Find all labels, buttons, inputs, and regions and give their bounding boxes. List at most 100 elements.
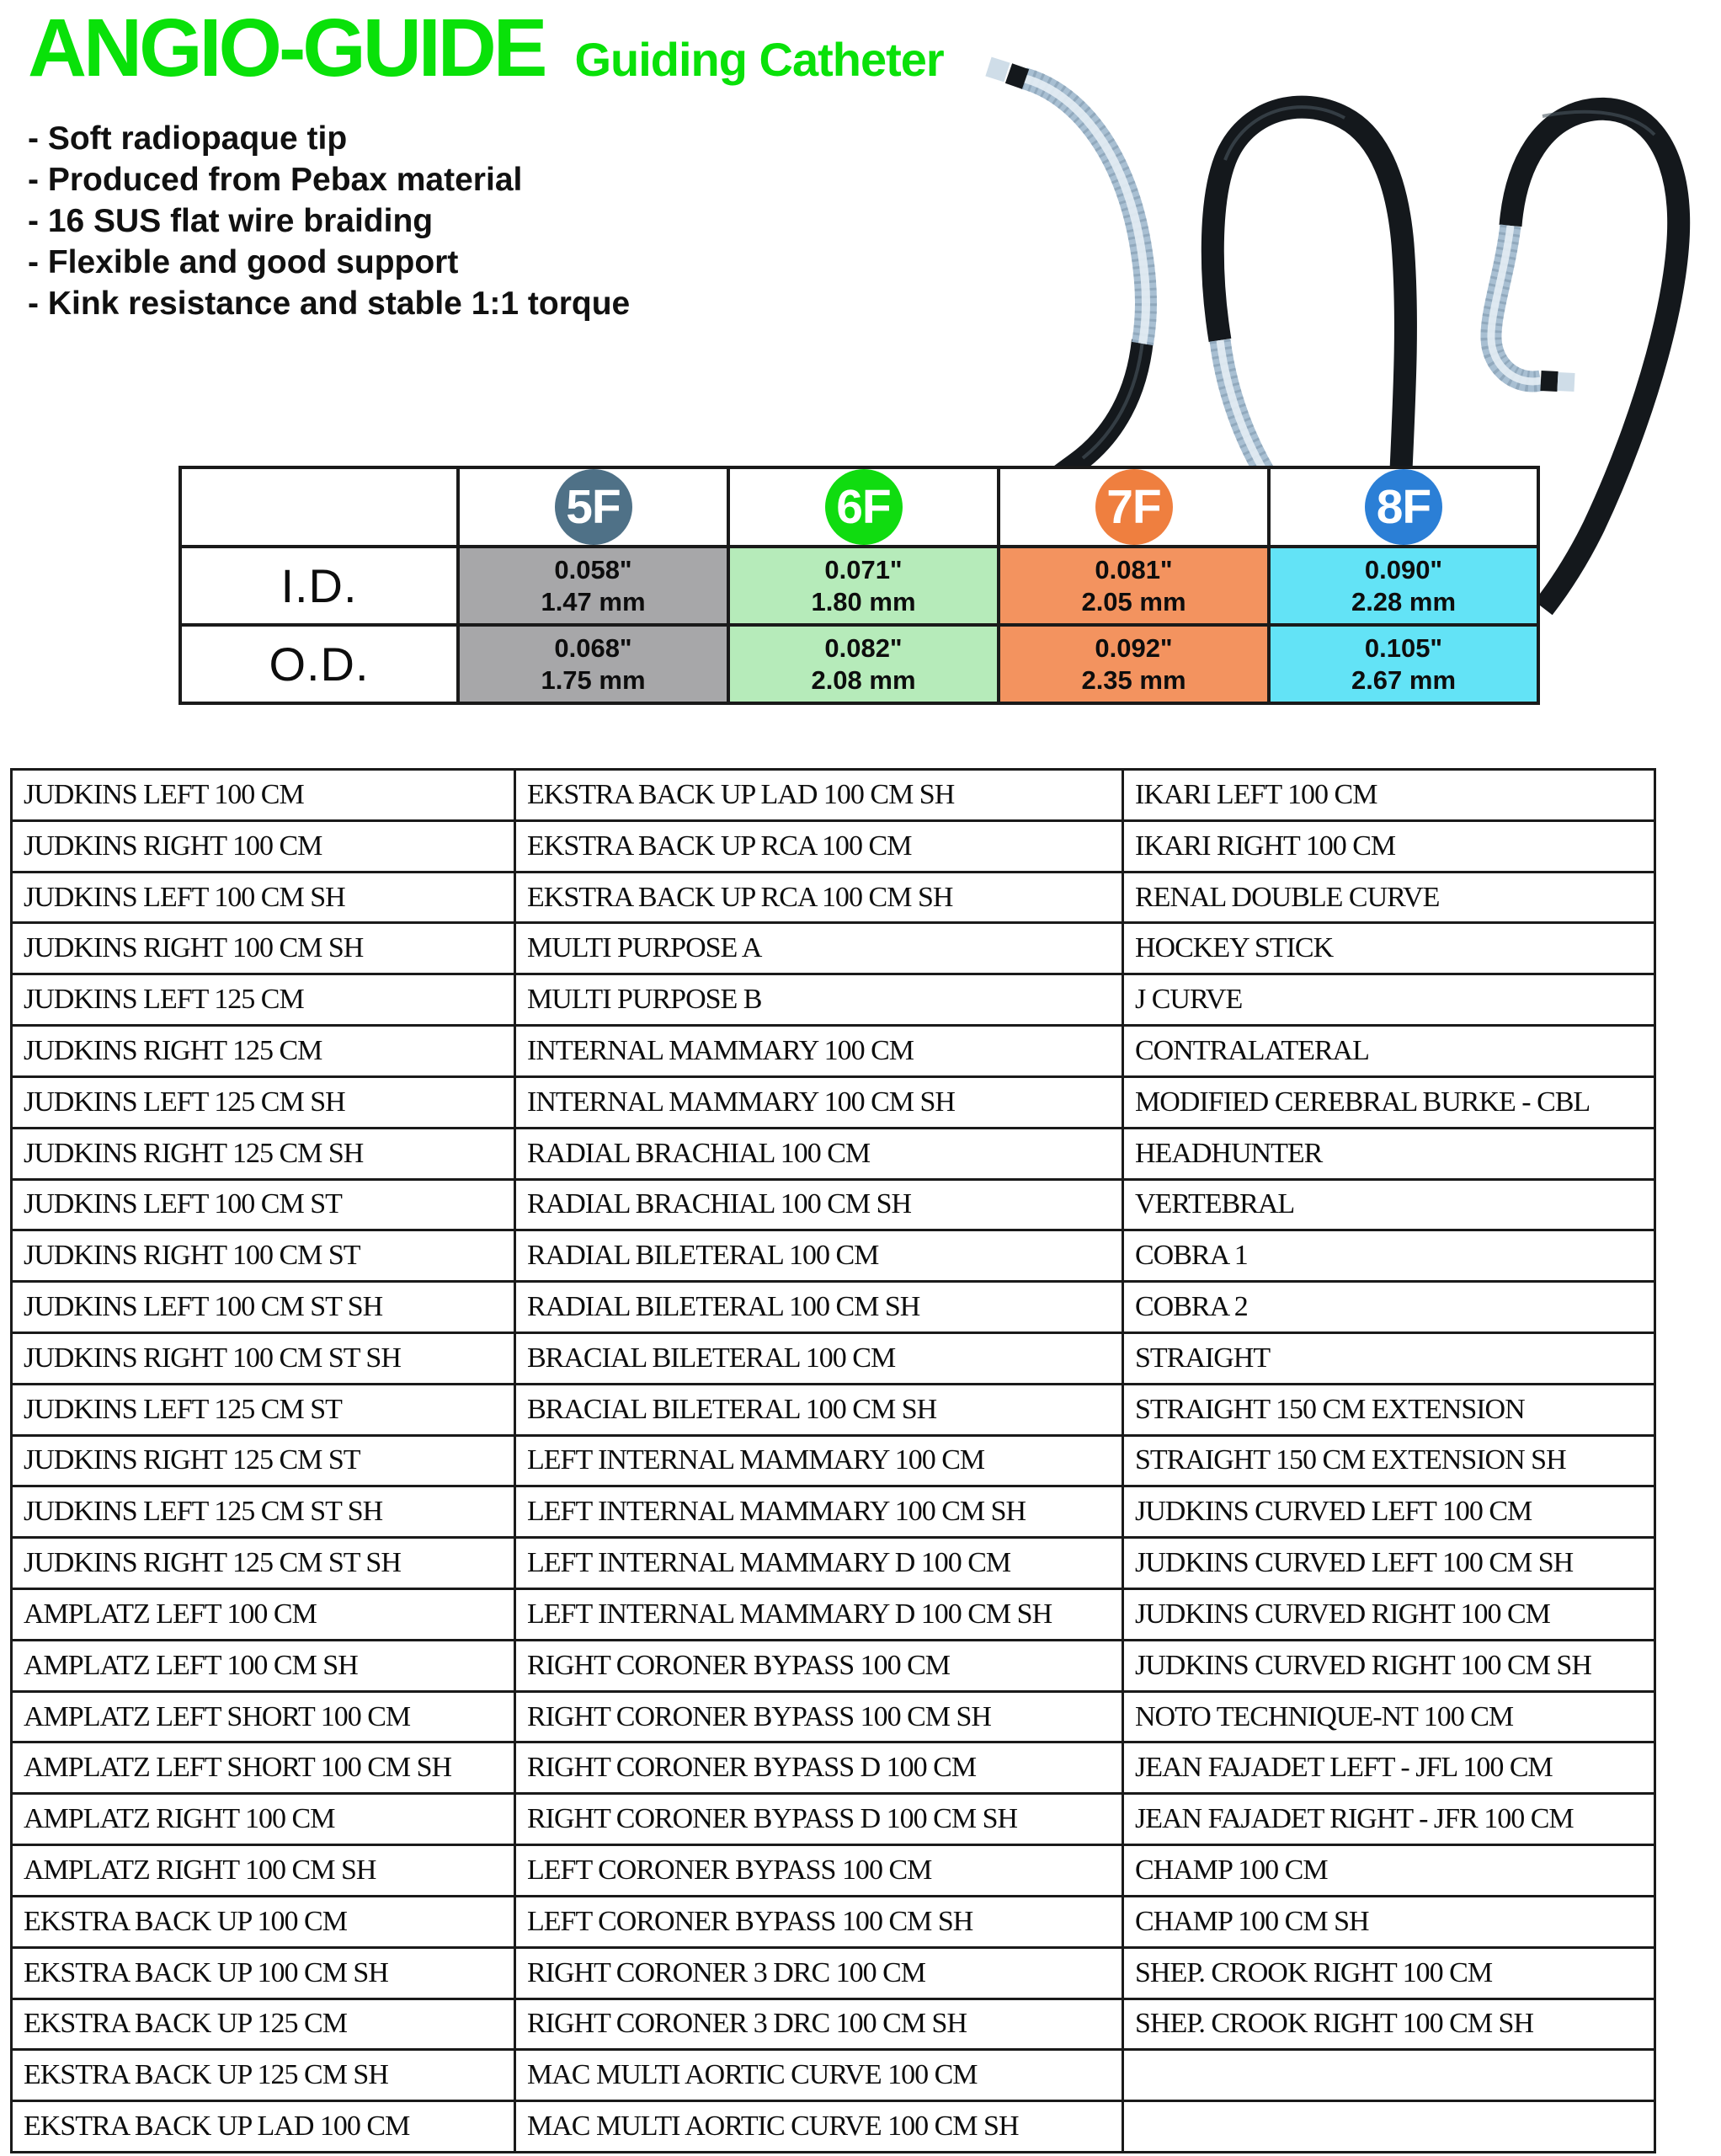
catalog-cell: VERTEBRAL: [1124, 1180, 1654, 1230]
catalog-cell: EKSTRA BACK UP LAD 100 CM SH: [516, 771, 1122, 819]
id-value-8f-inch: 0.090": [1364, 554, 1443, 584]
catalog-cell: AMPLATZ RIGHT 100 CM SH: [13, 1846, 514, 1895]
catalog-cell: LEFT INTERNAL MAMMARY D 100 CM SH: [516, 1590, 1122, 1639]
size-header-5f: 5F: [460, 469, 727, 545]
catheter-catalog-table: JUDKINS LEFT 100 CM EKSTRA BACK UP LAD 10…: [10, 768, 1656, 2153]
catalog-cell: AMPLATZ LEFT SHORT 100 CM: [13, 1692, 514, 1742]
catalog-cell: AMPLATZ RIGHT 100 CM: [13, 1795, 514, 1844]
size-badge-5f: 5F: [554, 469, 632, 545]
catalog-cell: NOTO TECHNIQUE-NT 100 CM: [1124, 1692, 1654, 1742]
od-value-5f-mm: 1.75 mm: [541, 664, 646, 695]
od-value-5f-inch: 0.068": [554, 632, 632, 663]
od-cell-6f: 0.082" 2.08 mm: [730, 627, 997, 702]
catalog-cell: SHEP. CROOK RIGHT 100 CM: [1124, 1948, 1654, 1998]
size-badge-7f: 7F: [1095, 469, 1173, 545]
catalog-cell: LEFT INTERNAL MAMMARY 100 CM SH: [516, 1487, 1122, 1537]
catalog-cell: STRAIGHT 150 CM EXTENSION: [1124, 1385, 1654, 1434]
catalog-cell: BRACIAL BILETERAL 100 CM: [516, 1333, 1122, 1383]
catalog-cell: IKARI RIGHT 100 CM: [1124, 821, 1654, 871]
catalog-cell: JUDKINS RIGHT 100 CM ST: [13, 1231, 514, 1281]
catalog-cell: RIGHT CORONER 3 DRC 100 CM SH: [516, 1999, 1122, 2049]
catalog-cell: MAC MULTI AORTIC CURVE 100 CM SH: [516, 2102, 1122, 2151]
catalog-cell: MODIFIED CEREBRAL BURKE - CBL: [1124, 1077, 1654, 1127]
catalog-cell: JUDKINS RIGHT 100 CM SH: [13, 924, 514, 974]
catalog-cell: JEAN FAJADET RIGHT - JFR 100 CM: [1124, 1795, 1654, 1844]
catalog-cell: JUDKINS CURVED LEFT 100 CM: [1124, 1487, 1654, 1537]
catheter-right: [1480, 97, 1691, 616]
catalog-cell: RADIAL BILETERAL 100 CM: [516, 1231, 1122, 1281]
catalog-cell: JUDKINS LEFT 100 CM ST SH: [13, 1283, 514, 1331]
catalog-cell: JUDKINS RIGHT 125 CM SH: [13, 1129, 514, 1178]
catalog-cell: JUDKINS LEFT 100 CM ST: [13, 1180, 514, 1230]
catalog-cell: JUDKINS RIGHT 125 CM ST: [13, 1436, 514, 1486]
id-row-label: I.D.: [182, 548, 456, 623]
feature-item: - Produced from Pebax material: [28, 162, 523, 198]
catalog-cell: JUDKINS LEFT 125 CM ST SH: [13, 1487, 514, 1537]
page-subtitle: Guiding Catheter: [574, 33, 944, 86]
catalog-cell: LEFT INTERNAL MAMMARY D 100 CM: [516, 1539, 1122, 1588]
feature-list: - Soft radiopaque tip - Produced from Pe…: [28, 118, 630, 324]
od-cell-7f: 0.092" 2.35 mm: [1000, 627, 1267, 702]
size-badge-6f: 6F: [824, 469, 903, 545]
catalog-cell: RIGHT CORONER BYPASS D 100 CM SH: [516, 1795, 1122, 1844]
catalog-cell: LEFT INTERNAL MAMMARY 100 CM: [516, 1436, 1122, 1486]
catalog-cell: RIGHT CORONER BYPASS 100 CM SH: [516, 1692, 1122, 1742]
catheter-left: [985, 56, 1157, 508]
catalog-cell: STRAIGHT: [1124, 1333, 1654, 1383]
catalog-cell: EKSTRA BACK UP LAD 100 CM: [13, 2102, 514, 2151]
catalog-cell: EKSTRA BACK UP RCA 100 CM: [516, 821, 1122, 871]
catalog-cell: CHAMP 100 CM SH: [1124, 1897, 1654, 1946]
feature-item: - Soft radiopaque tip: [28, 120, 348, 157]
id-cell-7f: 0.081" 2.05 mm: [1000, 548, 1267, 623]
catalog-cell: IKARI LEFT 100 CM: [1124, 771, 1654, 819]
catalog-cell: MAC MULTI AORTIC CURVE 100 CM: [516, 2051, 1122, 2100]
size-header-6f: 6F: [730, 469, 997, 545]
id-cell-5f: 0.058" 1.47 mm: [460, 548, 727, 623]
catalog-cell: STRAIGHT 150 CM EXTENSION SH: [1124, 1436, 1654, 1486]
catalog-cell: J CURVE: [1124, 975, 1654, 1025]
catalog-cell: CHAMP 100 CM: [1124, 1846, 1654, 1895]
feature-item: - Kink resistance and stable 1:1 torque: [28, 286, 631, 322]
od-cell-5f: 0.068" 1.75 mm: [460, 627, 727, 702]
page-title: ANGIO-GUIDE: [28, 2, 547, 93]
catalog-cell: EKSTRA BACK UP 100 CM: [13, 1897, 514, 1946]
od-row-label: O.D.: [182, 627, 456, 702]
od-value-8f-mm: 2.67 mm: [1351, 664, 1457, 695]
od-value-6f-mm: 2.08 mm: [811, 664, 916, 695]
catalog-cell: HEADHUNTER: [1124, 1129, 1654, 1178]
catalog-cell: INTERNAL MAMMARY 100 CM SH: [516, 1077, 1122, 1127]
catalog-cell: JUDKINS RIGHT 100 CM: [13, 821, 514, 871]
catalog-cell: MULTI PURPOSE A: [516, 924, 1122, 974]
id-value-5f-mm: 1.47 mm: [541, 586, 646, 616]
catalog-cell: SHEP. CROOK RIGHT 100 CM SH: [1124, 1999, 1654, 2049]
size-badge-8f: 8F: [1365, 469, 1442, 545]
catalog-cell: RIGHT CORONER BYPASS 100 CM: [516, 1641, 1122, 1690]
id-cell-8f: 0.090" 2.28 mm: [1271, 548, 1537, 623]
size-header-7f: 7F: [1000, 469, 1267, 545]
catalog-cell: JUDKINS CURVED LEFT 100 CM SH: [1124, 1539, 1654, 1588]
id-value-5f-inch: 0.058": [554, 554, 632, 584]
catalog-cell: JUDKINS LEFT 100 CM: [13, 771, 514, 819]
catalog-cell: RIGHT CORONER BYPASS D 100 CM: [516, 1743, 1122, 1793]
catalog-cell: EKSTRA BACK UP 100 CM SH: [13, 1948, 514, 1998]
title-block: ANGIO-GUIDE Guiding Catheter: [28, 2, 945, 93]
catalog-cell: MULTI PURPOSE B: [516, 975, 1122, 1025]
id-value-6f-mm: 1.80 mm: [811, 586, 916, 616]
catalog-cell: JUDKINS LEFT 100 CM SH: [13, 873, 514, 922]
catalog-cell: RENAL DOUBLE CURVE: [1124, 873, 1654, 922]
catalog-cell: [1124, 2102, 1654, 2151]
catalog-cell: AMPLATZ LEFT 100 CM: [13, 1590, 514, 1639]
catalog-cell: EKSTRA BACK UP 125 CM: [13, 1999, 514, 2049]
catalog-cell: HOCKEY STICK: [1124, 924, 1654, 974]
catalog-cell: JUDKINS CURVED RIGHT 100 CM: [1124, 1590, 1654, 1639]
id-value-6f-inch: 0.071": [824, 554, 903, 584]
feature-item: - 16 SUS flat wire braiding: [28, 203, 434, 239]
od-value-6f-inch: 0.082": [824, 632, 903, 663]
catalog-cell: JUDKINS LEFT 125 CM: [13, 975, 514, 1025]
id-value-7f-mm: 2.05 mm: [1081, 586, 1186, 616]
catalog-cell: CONTRALATERAL: [1124, 1027, 1654, 1075]
catalog-cell: JUDKINS LEFT 125 CM ST: [13, 1385, 514, 1434]
catalog-cell: JUDKINS CURVED RIGHT 100 CM SH: [1124, 1641, 1654, 1690]
spec-corner-cell: [182, 469, 456, 545]
